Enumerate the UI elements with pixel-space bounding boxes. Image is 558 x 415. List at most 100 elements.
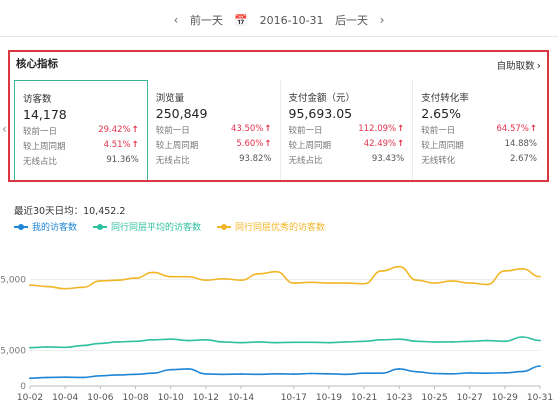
data-point — [292, 373, 295, 375]
current-date[interactable]: 2016-10-31 — [259, 14, 324, 27]
data-point — [64, 287, 67, 290]
metric-value: 250,849 — [155, 106, 208, 121]
row-value: 2.67% — [509, 154, 537, 164]
metric-row: 较前一日 64.57% — [421, 124, 545, 136]
legend-item-excellent[interactable]: 同行同层优秀的访客数 — [217, 220, 325, 233]
data-point — [468, 372, 471, 374]
x-tick-label: 10-04 — [52, 393, 78, 403]
metric-row: 无线转化 2.67% — [421, 154, 545, 166]
metric-name: 访客数 — [23, 94, 52, 105]
self-service-link[interactable]: 自助取数 › — [497, 58, 541, 72]
x-tick-label: 10-23 — [386, 393, 412, 403]
data-point — [451, 280, 453, 282]
series-line-1 — [29, 336, 541, 349]
chevron-left-icon[interactable]: ‹ — [2, 122, 7, 136]
metric-row: 较上周同期 5.60% — [156, 139, 280, 151]
chevron-left-icon[interactable]: ‹ — [173, 13, 179, 27]
data-point — [468, 282, 471, 284]
row-value: 64.57% — [496, 124, 537, 136]
data-point — [468, 340, 471, 343]
metric-payment[interactable]: 支付金额（元） 95,693.05 较前一日 112.09% 较上周同期 42.49… — [281, 80, 414, 180]
series-line-2 — [29, 265, 541, 290]
thirty-day-average: 最近30天日均：10,452.2 — [14, 206, 126, 217]
data-point — [503, 270, 506, 272]
calendar-icon[interactable]: 📅 — [234, 14, 249, 27]
data-point — [415, 340, 418, 343]
data-point — [451, 341, 453, 343]
divider — [0, 36, 558, 37]
data-point — [81, 344, 84, 347]
row-label: 较前一日 — [288, 126, 323, 136]
data-point — [486, 339, 489, 342]
y-tick-label: 25,000 — [0, 347, 26, 357]
data-point — [539, 339, 541, 342]
row-label: 较上周同期 — [288, 141, 332, 151]
data-point — [46, 346, 49, 348]
metric-row: 较上周同期 14.88% — [421, 139, 545, 151]
row-label: 较上周同期 — [23, 142, 66, 152]
legend-label: 我的访客数 — [32, 223, 78, 233]
metric-visitors[interactable]: 访客数 14,178 较前一日 29.42% 较上周同期 4.51% 无线占比 91.… — [14, 80, 148, 180]
metric-pageviews[interactable]: 浏览量 250,849 较前一日 43.50% 较上周同期 5.60% 无线占比 93… — [148, 80, 281, 180]
legend-marker — [217, 223, 232, 230]
metric-value: 14,178 — [23, 107, 67, 122]
chevron-right-icon[interactable]: › — [536, 59, 541, 72]
series-line-0 — [29, 365, 541, 379]
x-tick-label: 10-27 — [457, 393, 483, 403]
row-label: 较上周同期 — [421, 141, 464, 151]
data-point — [398, 265, 401, 268]
metric-name: 支付金额（元） — [288, 93, 356, 104]
data-point — [521, 336, 524, 338]
data-point — [433, 341, 436, 343]
data-point — [345, 341, 348, 343]
prev-day-link[interactable]: 前一天 — [189, 14, 223, 27]
data-point — [117, 374, 119, 376]
data-point — [134, 277, 137, 279]
data-point — [204, 338, 207, 341]
row-value: 14.88% — [504, 139, 537, 149]
self-service-label[interactable]: 自助取数 — [496, 61, 535, 72]
data-point — [29, 284, 31, 287]
data-point — [486, 283, 489, 286]
data-point — [99, 342, 102, 345]
data-point — [134, 373, 137, 376]
row-value: 42.49% — [364, 139, 405, 151]
data-point — [187, 339, 190, 342]
row-value: 43.50% — [231, 124, 272, 136]
legend-label: 同行同层平均的访客数 — [111, 223, 202, 233]
x-tick-label: 10-31 — [527, 393, 553, 403]
data-point — [380, 338, 383, 341]
data-point — [433, 282, 436, 284]
row-value: 4.51% — [104, 140, 139, 152]
data-point — [521, 370, 524, 373]
legend-item-average[interactable]: 同行同层平均的访客数 — [93, 220, 201, 233]
row-value: 93.43% — [371, 154, 405, 164]
metric-name: 浏览量 — [155, 93, 185, 104]
data-point — [64, 346, 67, 349]
next-day-link[interactable]: 后一天 — [335, 14, 369, 27]
metric-conversion[interactable]: 支付转化率 2.65% 较前一日 64.57% 较上周同期 14.88% 无线转化 2… — [413, 80, 545, 180]
data-point — [539, 275, 541, 278]
data-point — [257, 373, 260, 376]
data-point — [275, 372, 278, 375]
x-tick-label: 10-06 — [87, 393, 113, 403]
metric-value: 95,693.05 — [288, 106, 353, 121]
data-point — [117, 279, 119, 282]
data-point — [521, 267, 524, 270]
data-point — [310, 281, 313, 284]
y-tick-label: 75,000 — [0, 276, 26, 286]
legend-item-mine[interactable]: 我的访客数 — [14, 220, 77, 233]
data-point — [117, 341, 119, 343]
row-value: 29.42% — [98, 125, 139, 137]
data-point — [240, 341, 242, 344]
metric-row: 较前一日 112.09% — [289, 124, 413, 136]
chevron-right-icon[interactable]: › — [379, 13, 385, 27]
data-point — [240, 279, 242, 282]
row-label: 无线占比 — [288, 156, 323, 166]
metric-row: 较上周同期 42.49% — [289, 139, 413, 151]
x-tick-label: 10-02 — [17, 393, 43, 403]
data-point — [363, 282, 366, 285]
data-point — [64, 376, 67, 379]
data-point — [398, 368, 401, 370]
data-point — [292, 341, 295, 344]
